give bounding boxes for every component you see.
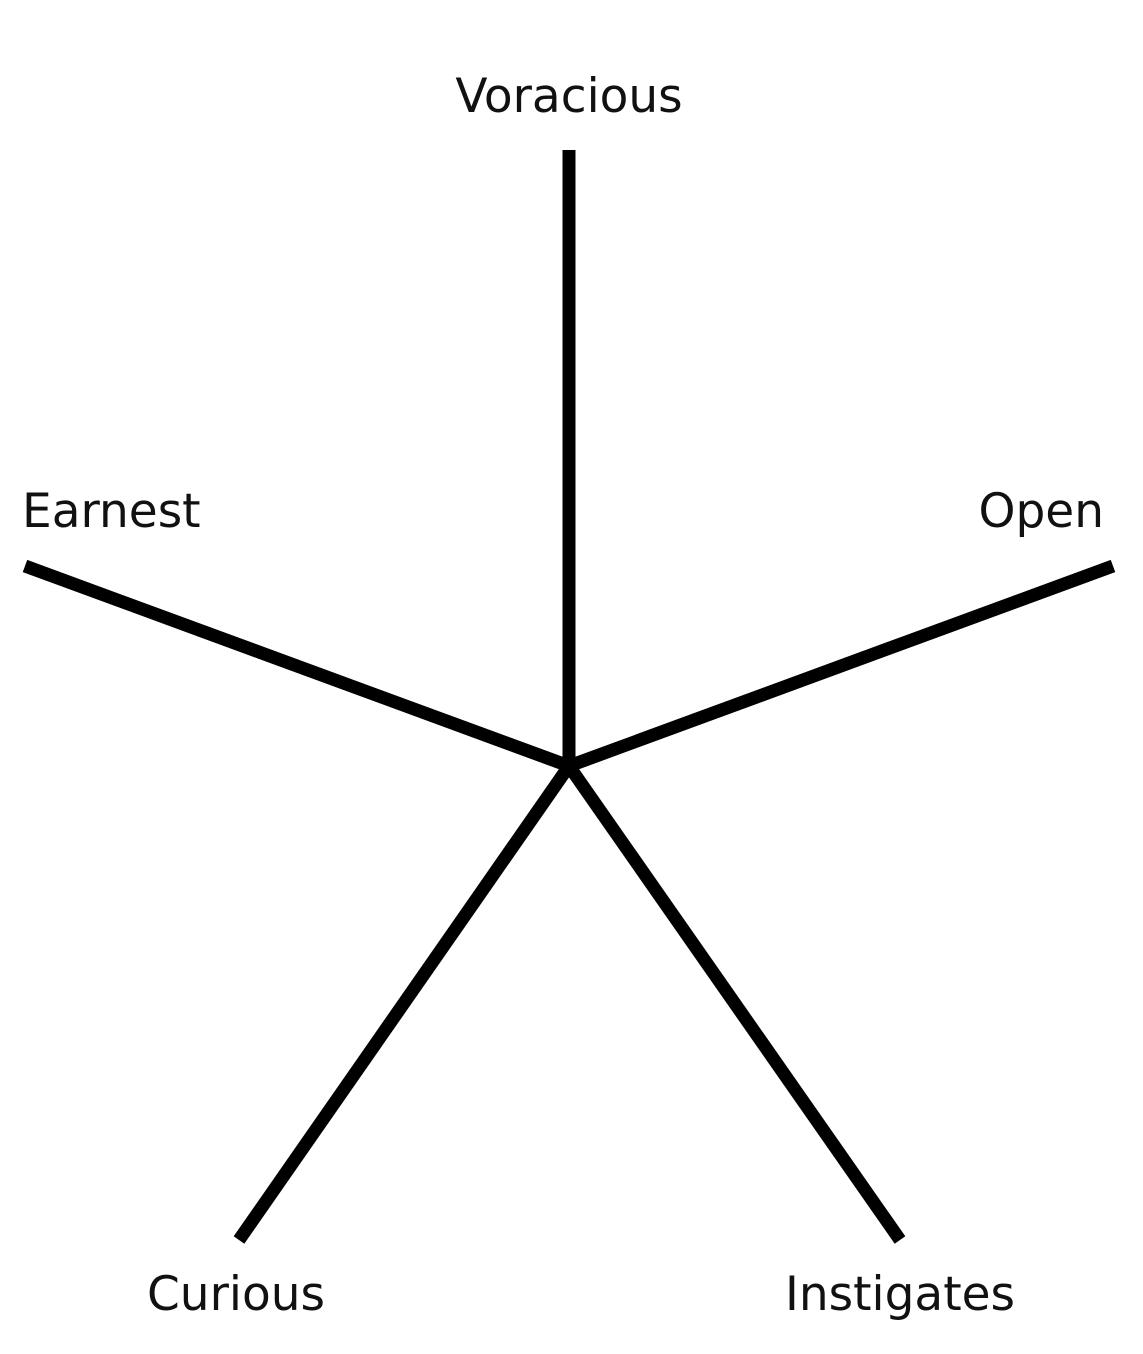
label-instigates: Instigates — [785, 1267, 1015, 1322]
label-voracious: Voracious — [455, 69, 682, 124]
spoke-open — [566, 559, 1116, 773]
label-open: Open — [978, 484, 1104, 539]
spoke-curious — [233, 762, 575, 1244]
spoke-instigates — [563, 762, 906, 1244]
spoke-earnest — [22, 559, 572, 773]
label-curious: Curious — [147, 1267, 325, 1322]
label-earnest: Earnest — [22, 484, 201, 539]
